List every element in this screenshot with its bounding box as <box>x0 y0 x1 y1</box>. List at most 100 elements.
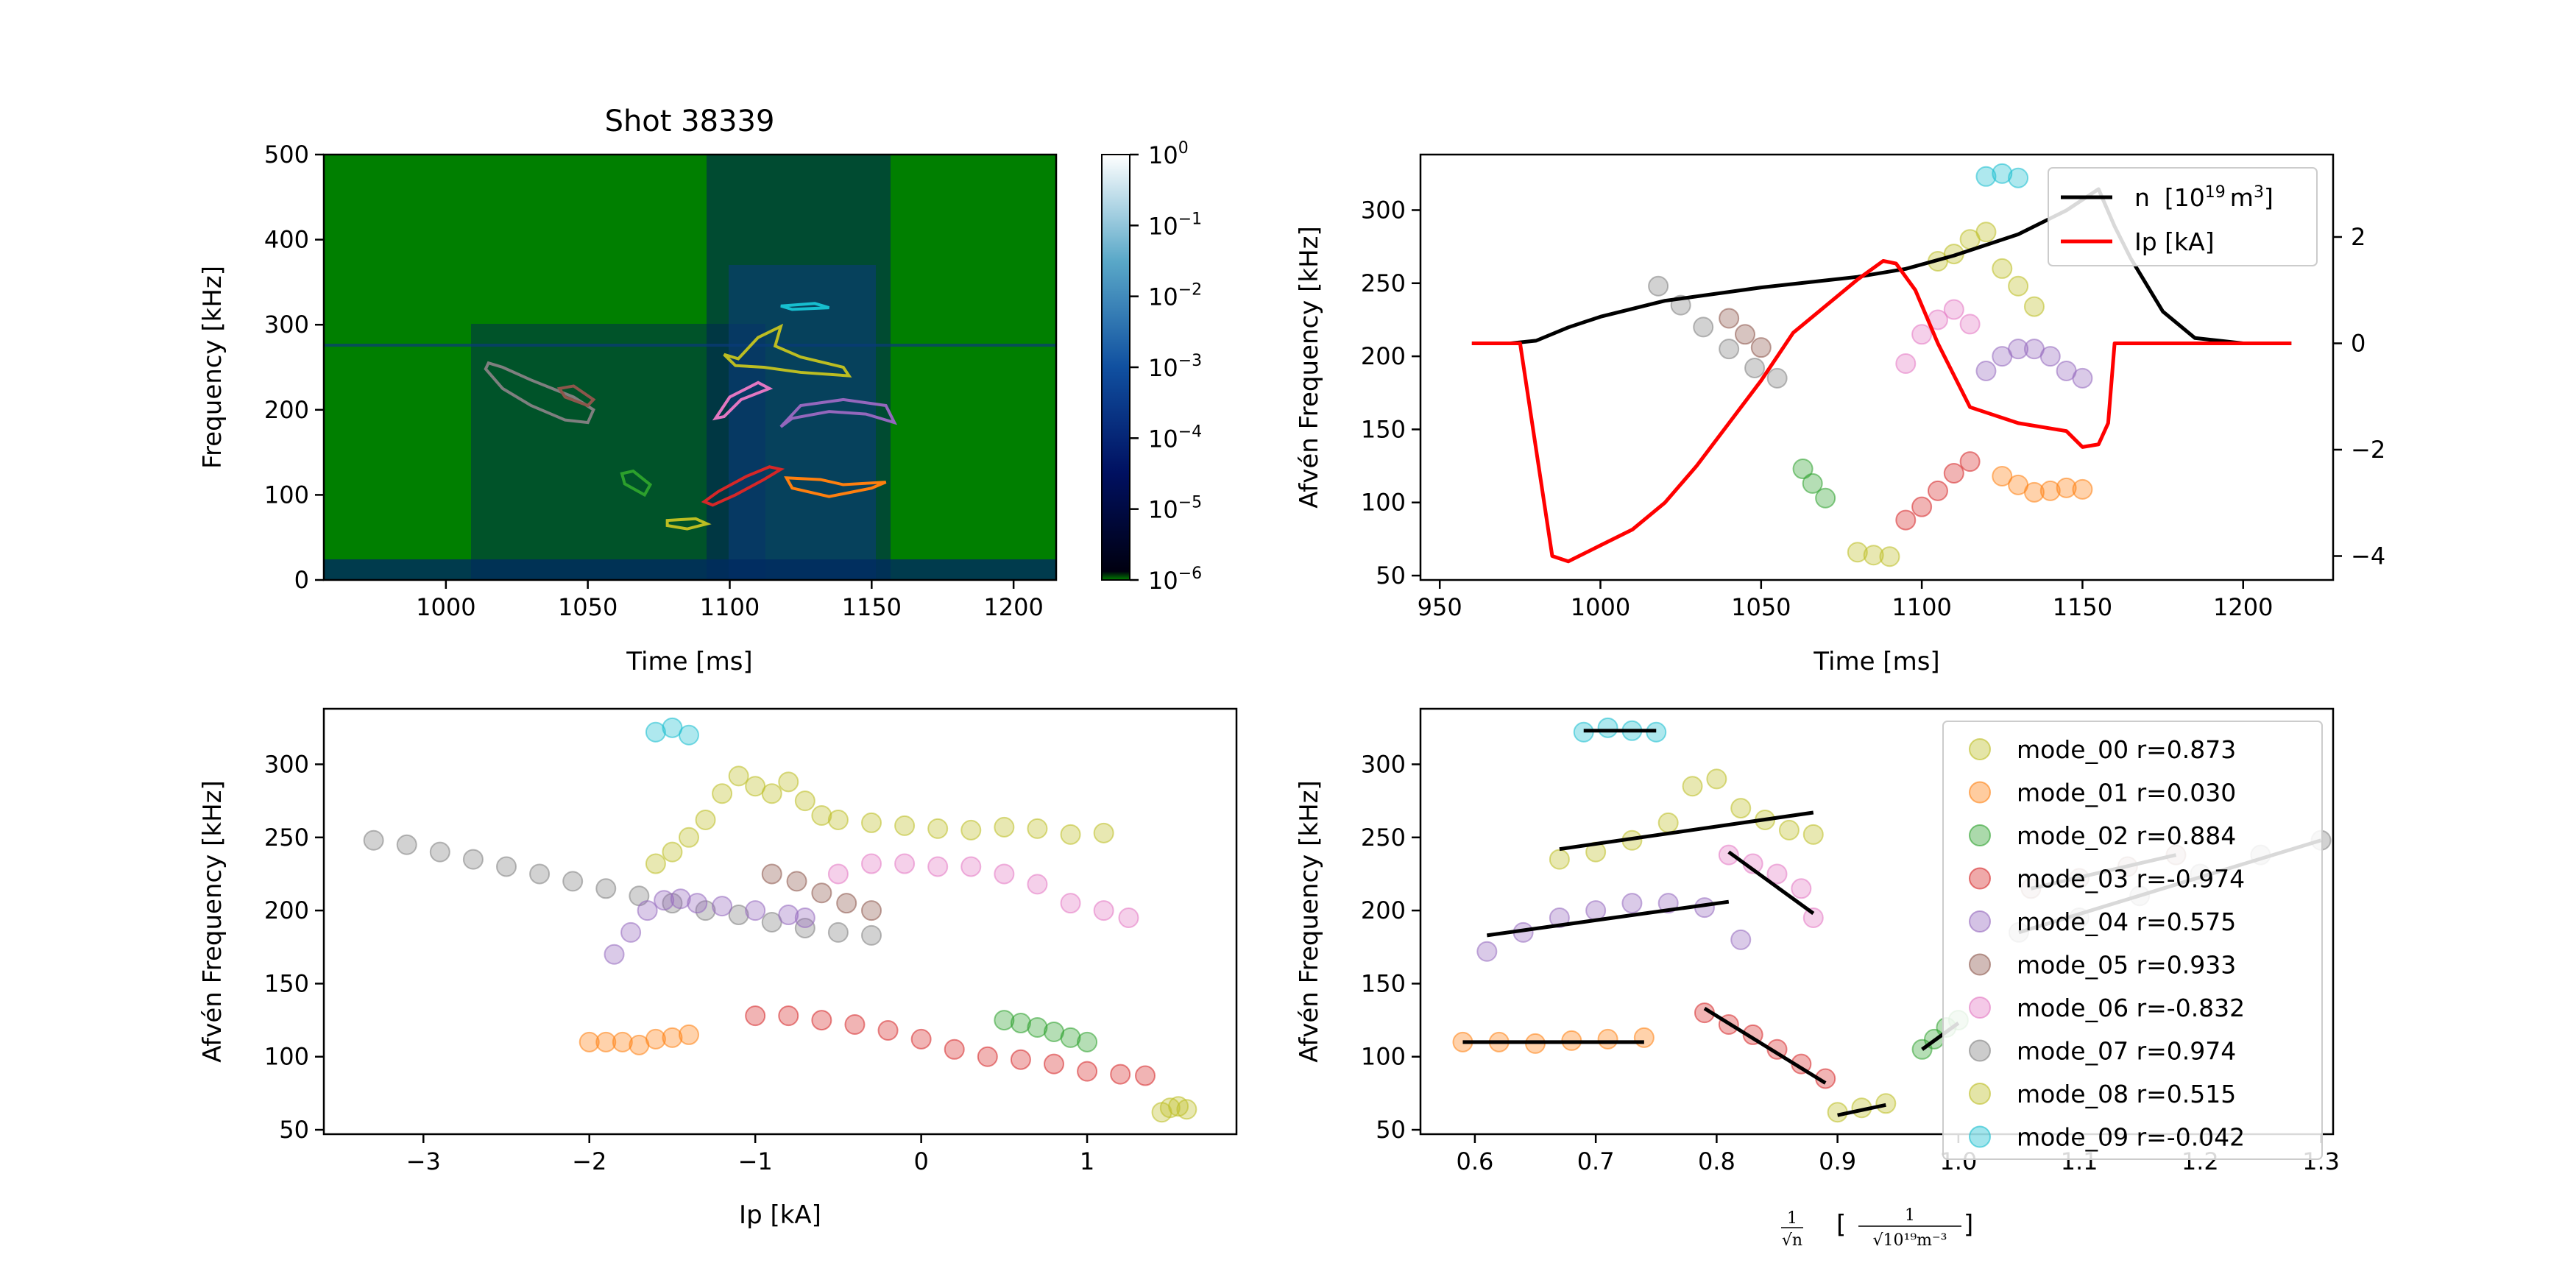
point-mode_07 <box>695 900 716 921</box>
point-mode_06 <box>1027 874 1048 895</box>
ip-scatter-y-label: 250 <box>264 824 309 852</box>
point-mode_07 <box>728 905 749 926</box>
point-mode_00 <box>827 809 849 830</box>
point-mode_08 <box>1168 1096 1189 1117</box>
legend-swatch-mode_03 <box>1969 867 1991 890</box>
point-mode_00 <box>1682 776 1703 797</box>
point-mode_06 <box>960 856 982 877</box>
density-scatter-x-label: 1 √n [ 1 √10¹⁹m⁻³ ] <box>1781 1206 1973 1250</box>
contour-mode_04 <box>779 397 898 428</box>
point-mode_05 <box>1750 337 1772 358</box>
point-mode_03 <box>910 1028 932 1050</box>
point-mode_00 <box>1992 258 2013 279</box>
x-label-fraction-numerator: 1 <box>1787 1209 1797 1228</box>
density-scatter-y-label: 300 <box>1361 750 1406 778</box>
time-trace-panel: 950 1000 1050 1100 1150 1200 50 100 150 200 250 30… <box>1295 153 2385 676</box>
density-scatter-y-label: 100 <box>1361 1043 1406 1071</box>
ip-scatter-x-label: −1 <box>738 1147 773 1175</box>
point-mode_06 <box>1093 900 1114 921</box>
point-mode_06 <box>927 856 949 877</box>
point-mode_02 <box>1792 459 1814 480</box>
point-mode_07 <box>429 841 450 863</box>
point-mode_02 <box>1815 487 1836 509</box>
legend-swatch-mode_06 <box>1969 997 1991 1019</box>
colorbar-tick-label: 100 <box>1148 139 1189 169</box>
point-mode_00 <box>761 783 782 804</box>
point-mode_04 <box>794 907 815 929</box>
point-mode_06 <box>1895 353 1917 375</box>
legend-label-mode_05: mode_05 r=0.933 <box>2017 951 2236 980</box>
trace-density <box>1471 187 2292 345</box>
density-scatter-y-ticks: 50 100 150 200 250 300 <box>1361 750 1420 1144</box>
point-mode_07 <box>1693 316 1714 338</box>
point-mode_00 <box>2008 275 2029 297</box>
density-scatter-y-label: 250 <box>1361 824 1406 852</box>
point-mode_03 <box>1077 1061 1098 1082</box>
spectrogram-x-label: 1000 <box>416 593 475 621</box>
contour-mode_07 <box>484 361 595 425</box>
point-mode_07 <box>1766 367 1788 389</box>
point-mode_00 <box>1657 812 1679 833</box>
spectrogram-panel: Shot 38339 1000 1050 1100 1150 1200 0 100 200 3… <box>198 105 1202 676</box>
point-mode_03 <box>844 1014 866 1036</box>
legend-label-mode_03: mode_03 r=-0.974 <box>2017 865 2245 894</box>
point-mode_03 <box>1927 480 1948 501</box>
mode-frequency-points <box>1648 163 2093 567</box>
point-mode_00 <box>645 853 666 874</box>
ip-scatter-x-ticks: −3 −2 −1 0 1 <box>406 1134 1094 1175</box>
point-mode_04 <box>1975 360 1997 381</box>
time-trace-y-label: 100 <box>1361 489 1406 517</box>
spectrogram-x-ticks: 1000 1050 1100 1150 1200 <box>416 580 1044 621</box>
point-mode_09 <box>679 724 699 746</box>
ip-scatter-x-label: −3 <box>406 1147 441 1175</box>
colorbar-tick-label: 10−6 <box>1148 565 1202 595</box>
point-mode_07 <box>1744 357 1766 378</box>
spectrogram-y-label: 400 <box>264 226 309 254</box>
fit-line-mode_08 <box>1837 1103 1886 1117</box>
point-mode_08 <box>1847 542 1868 563</box>
spectrogram-y-label: 300 <box>264 311 309 339</box>
time-trace-y-label: 300 <box>1361 196 1406 224</box>
density-scatter-y-label: Afvén Frequency [kHz] <box>1295 780 1324 1063</box>
point-mode_08 <box>1875 1093 1897 1114</box>
time-trace-right-ticks: 2 0 −2 −4 <box>2333 223 2385 570</box>
point-mode_00 <box>960 819 982 841</box>
ip-scatter-frame <box>322 707 1238 1136</box>
point-mode_06 <box>1802 907 1824 929</box>
legend-swatch-mode_09 <box>1969 1125 1991 1148</box>
contour-mode_09 <box>780 302 830 311</box>
point-mode_07 <box>827 921 849 943</box>
point-mode_02 <box>994 1010 1015 1031</box>
point-mode_07 <box>1648 275 1669 297</box>
ip-scatter-y-label: 100 <box>264 1043 309 1071</box>
point-mode_04 <box>654 890 675 911</box>
legend-label-mode_01: mode_01 r=0.030 <box>2017 779 2236 807</box>
point-mode_03 <box>745 1005 766 1027</box>
point-mode_00 <box>861 812 882 833</box>
point-mode_04 <box>745 900 766 921</box>
point-mode_01 <box>1633 1027 1655 1048</box>
point-mode_05 <box>1719 308 1740 329</box>
point-mode_06 <box>994 863 1015 885</box>
time-trace-x-label: 1100 <box>1892 593 1951 621</box>
point-mode_05 <box>811 882 832 904</box>
point-mode_00 <box>778 771 799 793</box>
legend-swatch-mode_08 <box>1969 1083 1991 1105</box>
contour-mode_08 <box>665 517 712 531</box>
point-mode_04 <box>1585 900 1607 921</box>
legend-label-mode_02: mode_02 r=0.884 <box>2017 821 2236 850</box>
contour-mode_03 <box>701 465 785 507</box>
x-label-unit-denominator: √10¹⁹m⁻³ <box>1873 1231 1947 1250</box>
point-mode_04 <box>604 944 625 965</box>
point-mode_01 <box>1992 465 2013 486</box>
point-mode_04 <box>1621 893 1643 914</box>
point-mode_09 <box>645 721 666 743</box>
trace-lines <box>1471 187 2292 564</box>
legend-swatch-mode_01 <box>1969 781 1991 804</box>
point-mode_00 <box>1778 819 1800 841</box>
point-mode_08 <box>1176 1099 1197 1120</box>
legend-label-mode_04: mode_04 r=0.575 <box>2017 907 2236 936</box>
legend-swatch-mode_05 <box>1969 953 1991 976</box>
density-scatter-x-label: 0.9 <box>1819 1147 1856 1175</box>
point-mode_04 <box>2008 339 2029 360</box>
